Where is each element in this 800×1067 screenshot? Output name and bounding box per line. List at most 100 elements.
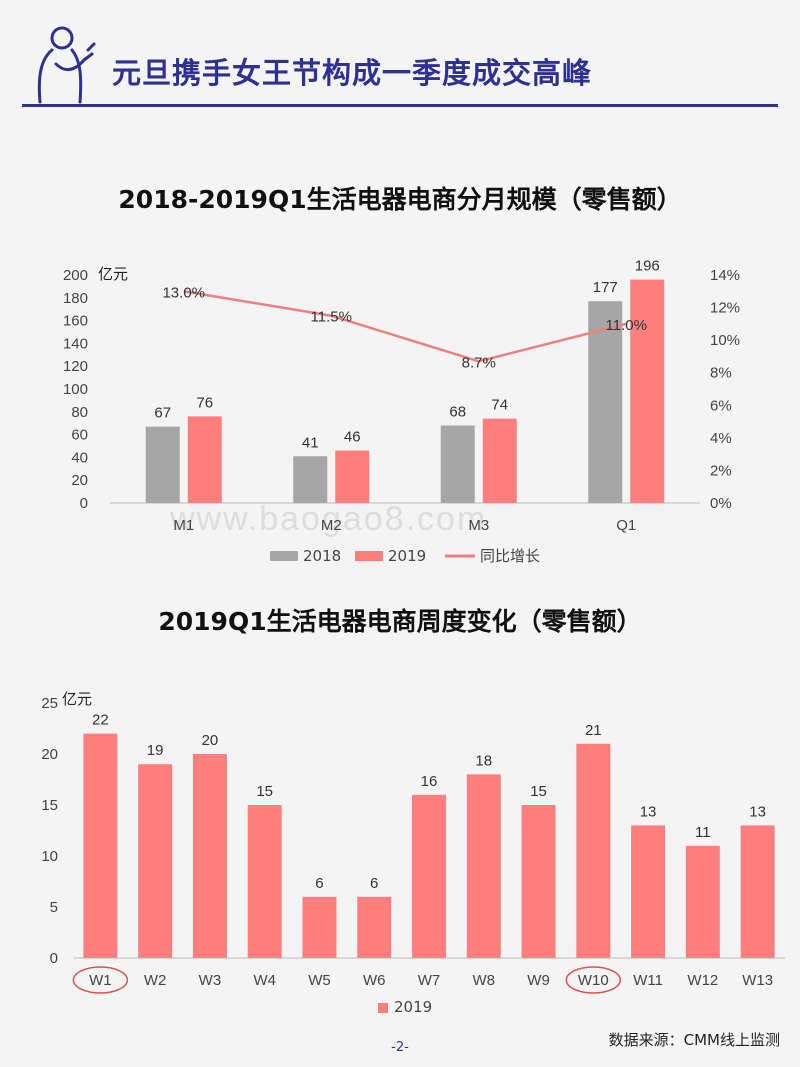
chart1-legend-2019: 2019 bbox=[388, 547, 426, 565]
chart1-y2-tick: 14% bbox=[710, 267, 740, 284]
chart2-bar-label: 15 bbox=[530, 783, 547, 800]
chart1-bar-2019 bbox=[630, 279, 665, 503]
chart1-y2-tick: 0% bbox=[710, 495, 732, 512]
chart1-x-tick: M3 bbox=[468, 517, 489, 534]
chart1-unit-label: 亿元 bbox=[98, 265, 128, 283]
chart1-y-tick: 140 bbox=[63, 335, 88, 352]
chart2-x-tick: W10 bbox=[578, 972, 609, 989]
chart2-bar bbox=[302, 896, 337, 958]
chart1-y-tick: 200 bbox=[63, 267, 88, 284]
chart1-bar-label: 68 bbox=[449, 403, 466, 420]
chart2-bar bbox=[357, 896, 392, 958]
chart2-bar bbox=[466, 774, 501, 958]
chart2-y-tick: 5 bbox=[50, 899, 58, 916]
chart2-bar-label: 6 bbox=[370, 875, 378, 892]
chart1-bar-2018 bbox=[440, 425, 475, 503]
chart1-y2-tick: 2% bbox=[710, 462, 732, 479]
chart1-y-tick: 0 bbox=[80, 495, 88, 512]
chart1-bar-2019 bbox=[335, 450, 370, 503]
chart2-bar-label: 6 bbox=[315, 875, 323, 892]
chart2-x-tick: W3 bbox=[199, 972, 222, 989]
chart2-x-tick: W12 bbox=[687, 972, 718, 989]
chart1-y2-tick: 4% bbox=[710, 430, 732, 447]
chart2-bar bbox=[192, 754, 227, 958]
thinking-person-icon bbox=[37, 26, 96, 104]
chart2-bar bbox=[412, 794, 446, 958]
chart1-legend-growth: 同比增长 bbox=[480, 547, 540, 565]
chart2-bar bbox=[685, 845, 720, 958]
chart2-x-tick: W7 bbox=[418, 972, 441, 989]
chart1-y-tick: 160 bbox=[63, 313, 88, 330]
chart2-highlight-circle bbox=[72, 966, 129, 994]
chart2-x-tick: W6 bbox=[363, 972, 386, 989]
chart2-bar bbox=[138, 764, 173, 958]
chart2-x-tick: W5 bbox=[308, 972, 331, 989]
chart2-bar-label: 16 bbox=[421, 773, 438, 790]
watermark: www.baogao8.com bbox=[170, 500, 488, 538]
chart2-bar-label: 13 bbox=[640, 803, 657, 820]
chart2-bar bbox=[576, 743, 611, 958]
chart1-y2-tick: 12% bbox=[710, 300, 740, 317]
chart1-growth-label: 11.0% bbox=[606, 317, 647, 334]
chart2-bar-label: 22 bbox=[92, 712, 109, 729]
chart1-bar-label: 74 bbox=[491, 397, 508, 414]
chart2-y-tick: 15 bbox=[41, 797, 58, 814]
page-title: 元旦携手女王节构成一季度成交高峰 bbox=[112, 56, 593, 90]
chart1-y-tick: 20 bbox=[71, 472, 88, 489]
chart1-bar-2019 bbox=[187, 416, 222, 503]
chart1-legend-2018: 2018 bbox=[303, 547, 341, 565]
chart2-y-tick: 0 bbox=[50, 950, 58, 967]
chart1-y2-tick: 10% bbox=[710, 332, 740, 349]
chart1-legend-swatch-2018 bbox=[270, 551, 298, 561]
chart2-bar-label: 20 bbox=[202, 732, 219, 749]
page-number: -2- bbox=[391, 1040, 409, 1055]
chart2-x-tick: W1 bbox=[89, 972, 112, 989]
chart2-x-tick: W11 bbox=[633, 972, 663, 989]
chart1-y2-tick: 8% bbox=[710, 365, 732, 382]
header-divider bbox=[22, 104, 778, 107]
chart2-y-tick: 25 bbox=[41, 695, 58, 712]
chart2-x-tick: W8 bbox=[473, 972, 496, 989]
chart1-bar-2019 bbox=[482, 418, 517, 503]
chart1-bar-2018 bbox=[145, 426, 180, 503]
chart2-x-tick: W9 bbox=[527, 972, 550, 989]
chart2-x-tick: W4 bbox=[253, 972, 276, 989]
chart1-growth-label: 8.7% bbox=[462, 354, 496, 371]
page-header: 元旦携手女王节构成一季度成交高峰 bbox=[0, 0, 800, 110]
chart1-y-tick: 120 bbox=[63, 358, 88, 375]
chart1-bar-label: 196 bbox=[635, 258, 660, 275]
chart1-x-tick: M2 bbox=[321, 517, 342, 534]
chart1-y-tick: 180 bbox=[63, 290, 88, 307]
chart2-bar bbox=[740, 825, 775, 958]
chart2-unit-label: 亿元 bbox=[62, 690, 92, 708]
chart1-bar-label: 177 bbox=[593, 279, 618, 296]
chart1-bar-2018 bbox=[588, 301, 623, 503]
chart1-growth-label: 13.0% bbox=[162, 284, 205, 301]
chart1-bar-label: 46 bbox=[344, 429, 361, 446]
chart2-bar-label: 11 bbox=[695, 824, 711, 841]
chart1-y-tick: 40 bbox=[71, 449, 88, 466]
chart1-y-tick: 100 bbox=[63, 381, 88, 398]
chart1-growth-line bbox=[183, 290, 627, 363]
chart2-y-tick: 10 bbox=[41, 848, 58, 865]
chart2-legend-2019: 2019 bbox=[394, 998, 432, 1016]
chart1-bar-label: 41 bbox=[302, 434, 319, 451]
chart1-title: 2018-2019Q1生活电器电商分月规模（零售额） bbox=[118, 185, 682, 214]
chart2-bar-label: 15 bbox=[256, 783, 273, 800]
chart1-bar-label: 67 bbox=[154, 405, 171, 422]
chart2-bar bbox=[247, 805, 282, 958]
data-source-note: 数据来源：CMM线上监测 bbox=[608, 1031, 780, 1049]
chart1-bar-2018 bbox=[293, 456, 328, 503]
chart1-y-tick: 80 bbox=[71, 404, 88, 421]
chart1-growth-label: 11.5% bbox=[311, 309, 352, 326]
chart2-bar bbox=[83, 733, 118, 958]
chart2-bar bbox=[521, 805, 556, 958]
chart1-bar-label: 76 bbox=[196, 394, 213, 411]
chart2-bar-label: 18 bbox=[475, 752, 492, 769]
chart2-bar-label: 13 bbox=[749, 803, 766, 820]
chart2-bar-label: 19 bbox=[147, 742, 164, 759]
chart1-legend-swatch-2019 bbox=[355, 551, 383, 561]
chart2-bar bbox=[631, 825, 666, 958]
chart2-bar-label: 21 bbox=[585, 722, 602, 739]
